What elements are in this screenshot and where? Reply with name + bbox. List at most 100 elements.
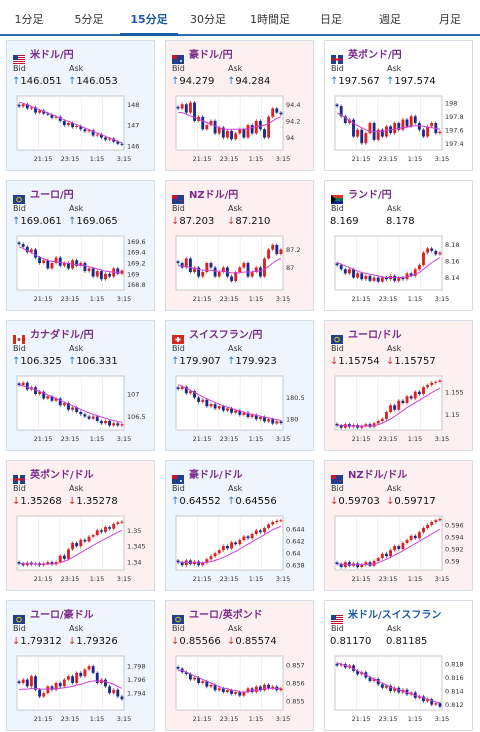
pair-title[interactable]: 英ポンド/ドル (30, 469, 94, 481)
rate-card[interactable]: 英ポンド/ドル Bid Ask ↓1.35268 ↓1.35278 1.35 1.345 1.… (6, 460, 155, 591)
rate-card[interactable]: 米ドル/円 Bid Ask ↑146.051 ↑146.053 148 147 146 21:1… (6, 40, 155, 171)
tab-0[interactable]: 1分足 (14, 13, 44, 26)
candlestick-chart[interactable]: 1.798 1.796 1.794 21:15 23:15 1:15 3:15 (14, 653, 149, 727)
ask-value-text: 146.053 (76, 76, 118, 87)
card-header: NZドル/円 (172, 186, 239, 204)
x-tick-label: 21:15 (193, 715, 212, 723)
pair-title[interactable]: 豪ドル/ドル (189, 469, 243, 481)
candlestick-chart[interactable]: 8.18 8.16 8.14 21:15 23:15 1:15 3:15 (332, 233, 467, 307)
x-tick-label: 21:15 (352, 435, 371, 443)
candle-body (434, 703, 438, 705)
tab-4[interactable]: 1時間足 (250, 13, 290, 26)
rate-card[interactable]: NZドル/ドル Bid Ask ↓0.59703 ↓0.59717 0.596 0.594 0… (324, 460, 473, 591)
rate-card[interactable]: スイスフラン/円 Bid Ask ↑179.907 ↑179.923 180.5 180 21… (165, 320, 314, 451)
pair-title[interactable]: ユーロ/ドル (348, 329, 402, 341)
tab-1[interactable]: 5分足 (74, 13, 104, 26)
pair-title[interactable]: カナダドル/円 (30, 329, 94, 341)
pair-title[interactable]: ユーロ/円 (30, 189, 74, 201)
candlestick-chart[interactable]: 169.6 169.4 169.2 169 168.8 21:15 23:15 1:15 3:1… (14, 233, 149, 307)
rate-card[interactable]: NZドル/円 Bid Ask ↓87.203 ↓87.210 87.2 87 21:15 23:… (165, 180, 314, 311)
pair-title[interactable]: NZドル/ドル (348, 469, 408, 481)
rate-card[interactable]: 英ポンド/円 Bid Ask ↑197.567 ↑197.574 198 197.8 197.… (324, 40, 473, 171)
x-tick-label: 1:15 (90, 435, 105, 443)
candle-body (91, 416, 95, 419)
candle-body (413, 116, 417, 123)
candle-body (263, 528, 266, 533)
bid-value-text: 1.35268 (20, 496, 62, 507)
rate-card[interactable]: カナダドル/円 Bid Ask ↑106.325 ↑106.331 107 106.5 21:… (6, 320, 155, 451)
candlestick-chart[interactable]: 198 197.8 197.6 197.4 21:15 23:15 1:15 3:15 (332, 93, 467, 167)
candle-body (397, 277, 401, 281)
candle-body (389, 550, 392, 557)
plot-area (175, 655, 284, 711)
tab-7[interactable]: 月足 (439, 13, 461, 26)
candle-body (201, 116, 205, 130)
candle-body (34, 249, 37, 258)
pair-title[interactable]: ユーロ/豪ドル (30, 609, 94, 621)
candle-body (197, 267, 201, 277)
arrow-down-icon: ↓ (330, 496, 339, 507)
candle-body (205, 559, 209, 563)
bid-value-text: 0.85566 (179, 636, 221, 647)
rate-card[interactable]: 米ドル/スイスフラン Bid Ask 0.81170 0.81185 0.818 0.816… (324, 600, 473, 731)
moving-average-line (18, 246, 122, 273)
rate-card[interactable]: ユーロ/円 Bid Ask ↑169.061 ↑169.065 169.6 169.4 169… (6, 180, 155, 311)
candle-body (335, 663, 339, 666)
pair-title[interactable]: ユーロ/英ポンド (189, 609, 263, 621)
candle-body (234, 272, 238, 281)
candlestick-chart[interactable]: 1.155 1.15 21:15 23:15 1:15 3:15 (332, 373, 467, 447)
candle-body (250, 534, 254, 539)
pair-title[interactable]: スイスフラン/円 (189, 329, 263, 341)
tab-2[interactable]: 15分足 (120, 0, 178, 36)
candlestick-chart[interactable]: 87.2 87 21:15 23:15 1:15 3:15 (173, 233, 308, 307)
candle-body (83, 129, 87, 132)
tab-3[interactable]: 30分足 (190, 13, 226, 26)
candle-body (62, 120, 66, 126)
candlestick-chart[interactable]: 107 106.5 21:15 23:15 1:15 3:15 (14, 373, 149, 447)
x-tick-label: 21:15 (34, 435, 53, 443)
rate-card[interactable]: 豪ドル/円 Bid Ask ↑94.279 ↑94.284 94.4 94.2 94 21:15… (165, 40, 314, 171)
candle-body (213, 267, 217, 277)
pair-title[interactable]: NZドル/円 (189, 189, 239, 201)
x-tick-label: 23:15 (61, 435, 80, 443)
pair-title[interactable]: 豪ドル/円 (189, 49, 233, 61)
candlestick-chart[interactable]: 94.4 94.2 94 21:15 23:15 1:15 3:15 (173, 93, 308, 167)
rate-card[interactable]: ランド/円 Bid Ask 8.169 8.178 8.18 8.16 8.14 21:15 23… (324, 180, 473, 311)
y-tick-label: 1.34 (127, 559, 141, 567)
tab-5[interactable]: 日足 (320, 13, 342, 26)
candlestick-chart[interactable]: 1.35 1.345 1.34 21:15 23:15 1:15 3:15 (14, 513, 149, 587)
rate-card[interactable]: 豪ドル/ドル Bid Ask ↑0.64552 ↑0.64556 0.644 0.642 0.… (165, 460, 314, 591)
pair-title[interactable]: 米ドル/円 (30, 49, 74, 61)
candle-body (108, 273, 112, 277)
candle-body (99, 530, 103, 532)
candle-body (230, 408, 233, 413)
candle-body (221, 267, 225, 272)
candle-body (83, 669, 87, 677)
ask-label: Ask (228, 204, 243, 213)
rate-card[interactable]: ユーロ/豪ドル Bid Ask ↓1.79312 ↓1.79326 1.798 1.796 1… (6, 600, 155, 731)
candlestick-chart[interactable]: 180.5 180 21:15 23:15 1:15 3:15 (173, 373, 308, 447)
moving-average-line (336, 662, 441, 704)
tab-6[interactable]: 週足 (379, 13, 401, 26)
candle-body (42, 693, 46, 697)
rate-card[interactable]: ユーロ/ドル Bid Ask ↓1.15754 ↓1.15757 1.155 1.15 21:… (324, 320, 473, 451)
candlestick-chart[interactable]: 0.857 0.856 0.855 21:15 23:15 1:15 3:15 (173, 653, 308, 727)
candle-body (438, 131, 442, 134)
nz-flag-icon (331, 469, 343, 484)
candle-body (104, 527, 107, 532)
pair-title[interactable]: 米ドル/スイスフラン (348, 609, 442, 621)
rate-card[interactable]: ユーロ/英ポンド Bid Ask ↓0.85566 ↓0.85574 0.857 0.856… (165, 600, 314, 731)
candle-body (54, 116, 58, 118)
candle-body (17, 562, 21, 564)
pair-title[interactable]: ランド/円 (348, 189, 392, 201)
uk-flag-icon (13, 469, 25, 484)
candle-body (34, 676, 37, 690)
candlestick-chart[interactable]: 148 147 146 21:15 23:15 1:15 3:15 (14, 93, 149, 167)
ask-value-text: 0.85574 (235, 636, 277, 647)
pair-title[interactable]: 英ポンド/円 (348, 49, 402, 61)
candle-body (112, 423, 116, 426)
candlestick-chart[interactable]: 0.596 0.594 0.592 0.59 21:15 23:15 1:15 3:15 (332, 513, 467, 587)
candlestick-chart[interactable]: 0.644 0.642 0.64 0.638 21:15 23:15 1:15 3:15 (173, 513, 308, 587)
candle-body (95, 416, 99, 421)
candlestick-chart[interactable]: 0.818 0.816 0.814 0.812 21:15 23:15 1:15 3:15 (332, 653, 467, 727)
